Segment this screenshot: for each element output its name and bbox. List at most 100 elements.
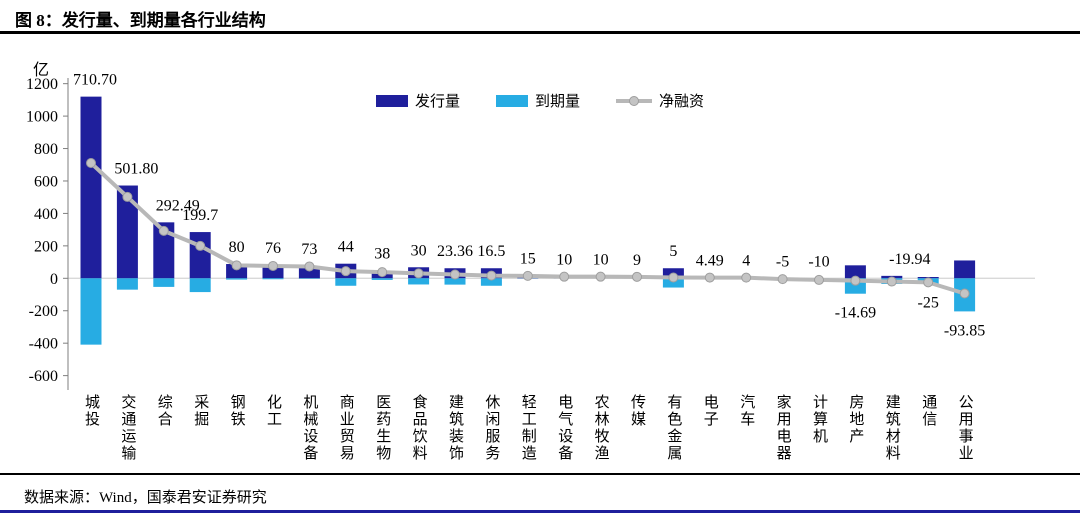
figure-bottom-divider	[0, 473, 1080, 475]
net-marker	[122, 191, 133, 202]
net-value-label: -14.69	[835, 305, 876, 322]
net-marker	[814, 274, 824, 285]
y-tick-label: -400	[29, 336, 58, 353]
category-label: 建筑材料	[883, 394, 900, 462]
y-axis-unit-label: 亿	[33, 61, 49, 79]
net-marker	[304, 261, 315, 272]
net-value-label: -19.94	[889, 251, 930, 268]
category-label: 轻工制造	[519, 394, 536, 462]
issuance-bar	[954, 260, 976, 279]
net-marker	[86, 158, 96, 169]
net-marker	[959, 288, 970, 299]
maturity-bar	[189, 278, 211, 293]
net-marker	[268, 260, 278, 271]
maturity-bar	[116, 278, 138, 290]
maturity-bar	[226, 278, 248, 280]
net-value-label: 30	[411, 242, 427, 259]
category-label: 医药生物	[374, 394, 391, 462]
category-label: 采掘	[192, 394, 209, 428]
y-tick-label: 200	[34, 238, 58, 255]
category-label: 有色金属	[665, 394, 682, 462]
issuance-bar	[116, 185, 138, 279]
maturity-bar	[335, 278, 357, 286]
legend-issuance-label: 发行量	[414, 94, 460, 110]
net-value-label: -5	[776, 253, 789, 270]
net-value-label: 5	[669, 243, 677, 260]
y-tick-label: 0	[50, 271, 58, 288]
y-tick-label: 600	[34, 173, 58, 190]
net-value-label: 10	[593, 252, 609, 269]
category-label: 机械设备	[301, 394, 318, 462]
y-tick-label: -600	[29, 368, 58, 385]
maturity-swatch	[495, 94, 528, 107]
maturity-bar	[80, 278, 102, 345]
net-marker	[850, 275, 861, 286]
net-marker	[559, 271, 570, 282]
category-label: 农林牧渔	[592, 394, 609, 462]
net-value-label: 16.5	[477, 243, 505, 260]
legend-maturity-label: 到期量	[534, 94, 580, 110]
net-value-label: 44	[338, 239, 354, 256]
net-value-label: -25	[918, 295, 939, 312]
net-value-label: 23.36	[437, 243, 473, 260]
net-value-label: 292.49	[156, 197, 200, 214]
net-marker	[413, 268, 424, 279]
net-marker	[377, 267, 388, 278]
net-value-label: 4	[742, 253, 750, 270]
category-label: 建筑装饰	[447, 394, 463, 462]
net-marker	[195, 240, 206, 251]
category-label: 化工	[265, 394, 281, 428]
y-tick-label: -200	[29, 303, 58, 320]
legend-net-label: 净融资	[659, 94, 705, 110]
net-marker	[632, 271, 642, 282]
category-label: 综合	[155, 394, 172, 428]
net-value-label: 80	[229, 239, 245, 256]
net-marker	[777, 274, 788, 285]
category-label: 休闲服务	[483, 394, 500, 462]
category-label: 电子	[701, 394, 718, 428]
issuance-bar	[189, 232, 211, 279]
net-value-label: 76	[265, 240, 281, 257]
maturity-bar	[480, 278, 502, 286]
page-footer-bar	[0, 510, 1080, 513]
net-value-label: 9	[633, 252, 641, 269]
net-value-label: -10	[808, 253, 829, 270]
issuance-bar	[262, 264, 284, 279]
net-value-label: 501.80	[114, 161, 158, 178]
issuance-bar	[844, 265, 866, 279]
net-line-swatch	[616, 95, 652, 107]
maturity-bar	[153, 278, 175, 287]
issuance-bar	[80, 96, 102, 279]
net-marker	[704, 272, 715, 283]
figure-title: 图 8：发行量、到期量各行业结构	[15, 11, 266, 30]
net-marker	[340, 266, 351, 277]
category-label: 传媒	[629, 394, 645, 428]
category-label: 交通运输	[119, 394, 136, 462]
maturity-bar	[662, 278, 684, 288]
net-marker	[741, 272, 752, 283]
chart-legend: 发行量 到期量 净融资	[0, 90, 1080, 111]
legend-item-maturity: 到期量	[495, 90, 580, 111]
category-label: 城投	[83, 394, 99, 428]
maturity-bar	[262, 278, 284, 280]
category-label: 食品饮料	[410, 394, 427, 462]
y-tick-label: 1200	[26, 76, 58, 93]
net-marker	[486, 270, 497, 281]
category-label: 房地产	[847, 394, 864, 445]
category-label: 家用电器	[774, 394, 791, 462]
net-marker	[231, 260, 242, 271]
category-label: 钢铁	[228, 394, 245, 428]
y-tick-label: 400	[34, 206, 58, 223]
data-source-note: 数据来源：Wind，国泰君安证券研究	[24, 490, 267, 506]
net-value-label: 10	[556, 252, 572, 269]
net-marker	[886, 276, 897, 287]
issuance-bar	[226, 264, 248, 279]
maturity-bar	[444, 278, 466, 285]
net-value-label: 4.49	[696, 252, 724, 269]
y-tick-label: 1000	[26, 109, 58, 126]
net-marker	[158, 225, 169, 236]
legend-item-net: 净融资	[616, 90, 704, 111]
issuance-swatch	[375, 94, 408, 107]
